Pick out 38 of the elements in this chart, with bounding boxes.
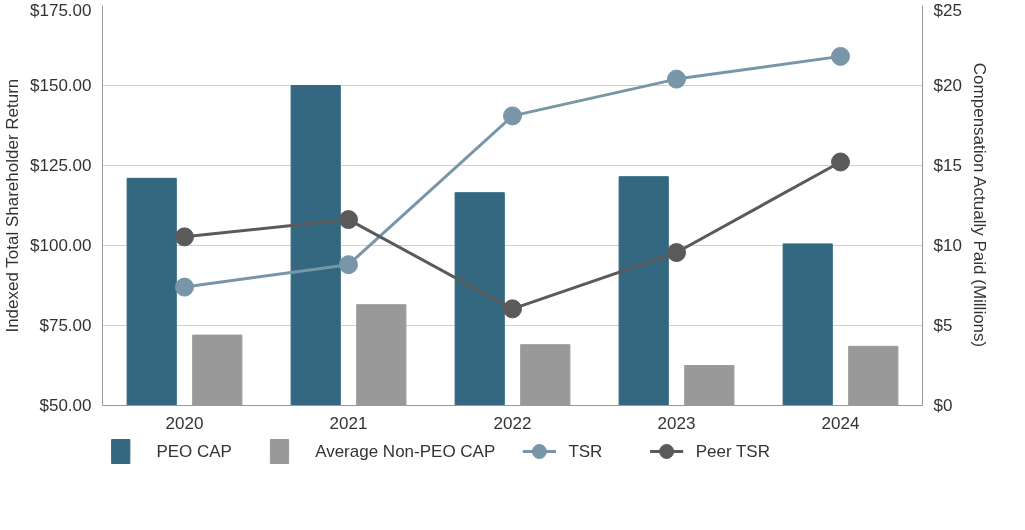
x-tick-label: 2023 bbox=[657, 413, 696, 433]
bar bbox=[290, 85, 341, 406]
point bbox=[503, 299, 522, 319]
y-axis-title: Indexed Total Shareholder Return bbox=[3, 78, 23, 333]
y2-tick-label: $15 bbox=[933, 156, 962, 175]
point bbox=[503, 106, 522, 126]
point bbox=[667, 69, 686, 89]
bar bbox=[454, 192, 505, 406]
legend-label: PEO CAP bbox=[156, 442, 232, 461]
y-tick-label: $75.00 bbox=[39, 316, 92, 335]
bar bbox=[618, 176, 669, 406]
y2-tick-label: $10 bbox=[933, 236, 962, 255]
y2-tick-label: $20 bbox=[933, 76, 962, 95]
point bbox=[175, 277, 194, 297]
x-tick-label: 2021 bbox=[329, 413, 368, 433]
y2-tick-label: $0 bbox=[933, 396, 953, 415]
y-tick-label: $150.00 bbox=[30, 76, 92, 95]
x-tick-label: 2020 bbox=[165, 413, 204, 433]
bar bbox=[782, 243, 833, 406]
y2-tick-label: $25 bbox=[933, 0, 962, 20]
point bbox=[339, 255, 358, 275]
y-tick-label: $50.00 bbox=[39, 396, 92, 415]
y2-tick-label: $5 bbox=[933, 316, 953, 335]
point bbox=[831, 46, 850, 66]
y2-axis-title: Compensation Actually Paid (Millions) bbox=[969, 62, 989, 348]
legend-label: TSR bbox=[568, 442, 603, 461]
point bbox=[339, 210, 358, 230]
y-tick-label: $175.00 bbox=[30, 0, 92, 20]
bar bbox=[126, 177, 177, 406]
y-tick-label: $100.00 bbox=[30, 236, 92, 255]
point bbox=[831, 152, 850, 172]
y-tick-label: $125.00 bbox=[30, 156, 92, 175]
x-tick-label: 2024 bbox=[821, 413, 860, 433]
x-tick-label: 2022 bbox=[493, 413, 532, 433]
point bbox=[667, 243, 686, 263]
legend-label: Peer TSR bbox=[695, 442, 770, 461]
legend-label: Average Non-PEO CAP bbox=[315, 442, 496, 461]
point bbox=[175, 227, 194, 247]
